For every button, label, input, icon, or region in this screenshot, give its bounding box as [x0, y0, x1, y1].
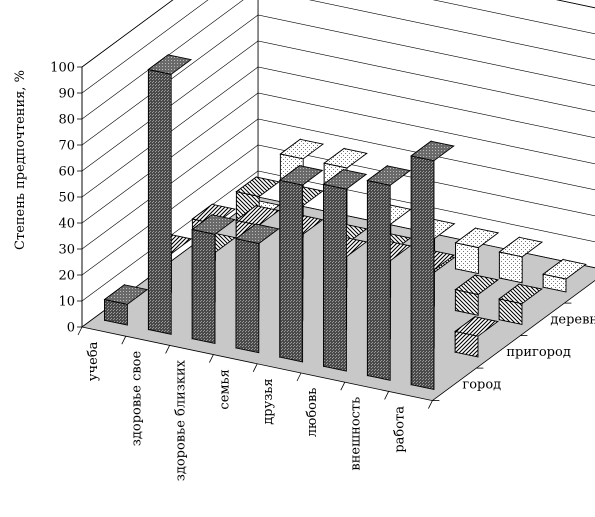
x-tick-mark [209, 354, 214, 363]
x-tick-mark [121, 336, 127, 345]
gridline [81, 118, 595, 250]
x-tick-mark [296, 372, 302, 382]
series-label: деревня [550, 312, 595, 327]
x-tick-mark [77, 326, 83, 336]
y-tick-label: 60 [58, 165, 75, 180]
bar-город-3 [234, 223, 280, 354]
x-tick-label: любовь [305, 388, 320, 438]
y-tick-label: 40 [58, 217, 75, 232]
bar-экопоселение-7 [542, 258, 587, 293]
x-tick-label: здоровье близких [174, 359, 189, 481]
x-tick-label: внешность [349, 397, 364, 471]
gridline [81, 40, 595, 172]
x-tick-mark [384, 391, 389, 400]
x-tick-label: семья [217, 369, 232, 409]
bar-экопоселение-5 [454, 227, 500, 275]
x-axis-ticks: учеба здоровье свое здоровье близких семья д… [77, 326, 433, 481]
x-tick-mark [252, 363, 258, 372]
gridline [81, 170, 595, 302]
series-label: пригород [506, 345, 570, 360]
y-tick-label: 0 [67, 321, 75, 336]
y-tick-label: 20 [58, 269, 75, 284]
bars [103, 53, 587, 391]
bar-город-4 [278, 164, 324, 363]
y-tick-label: 70 [58, 139, 75, 154]
bar-экопоселение-6 [498, 236, 544, 284]
gridlines [81, 0, 595, 302]
x-tick-mark [428, 400, 433, 409]
bar-город-0 [103, 283, 149, 326]
gridline [81, 14, 595, 146]
bar-город-5 [322, 168, 368, 372]
series-label: город [462, 377, 501, 392]
gridline [81, 66, 595, 198]
y-tick-label: 80 [58, 113, 75, 128]
gridline [81, 92, 595, 224]
bar-город-1 [147, 53, 193, 335]
gridline [81, 144, 595, 276]
x-tick-mark [165, 345, 170, 354]
gridline [81, 0, 595, 94]
series-axis-labels: городпригороддеревняэкопоселение [432, 280, 595, 402]
y-tick-label: 90 [58, 87, 75, 102]
x-tick-label: учеба [86, 341, 101, 381]
x-tick-label: работа [393, 406, 408, 453]
y-tick-label: 30 [58, 243, 75, 258]
y-axis-ticks: 0 10 20 30 40 50 60 70 80 90 100 [50, 61, 83, 336]
bar-город-2 [191, 213, 236, 345]
x-tick-mark [340, 382, 346, 391]
bar-деревня-7 [498, 283, 543, 326]
x-tick-label: друзья [261, 378, 276, 424]
gridline [81, 0, 595, 120]
y-axis-label: Степень предпочтения, % [13, 70, 28, 250]
bar-деревня-6 [454, 274, 500, 316]
bar-город-6 [366, 164, 412, 381]
gridline [81, 0, 595, 68]
x-tick-label: здоровье свое [130, 351, 145, 447]
y-tick-label: 100 [50, 61, 75, 76]
bar-город-7 [410, 140, 455, 391]
y-tick-label: 50 [58, 191, 75, 206]
bar-пригород-7 [454, 315, 499, 358]
y-tick-label: 10 [58, 295, 75, 310]
